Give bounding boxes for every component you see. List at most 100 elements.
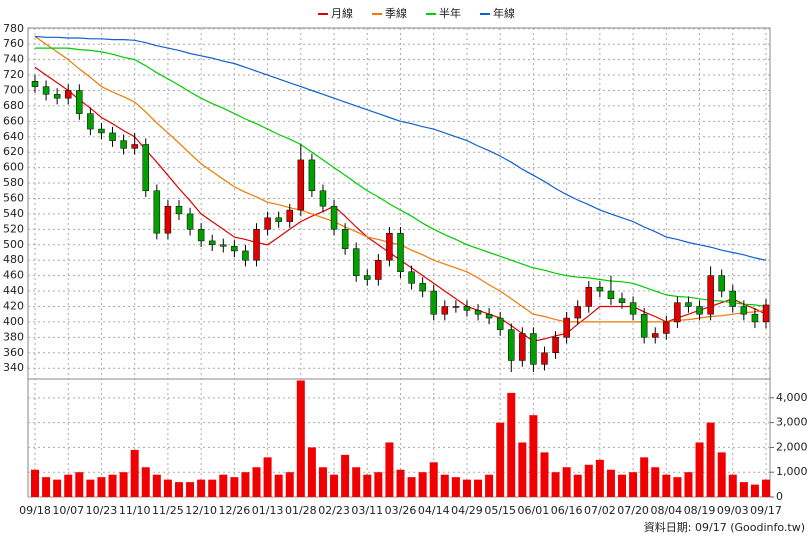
candle-body (607, 290, 615, 300)
volume-bar (706, 422, 715, 497)
candle-body (231, 246, 238, 252)
candle-body (452, 306, 460, 308)
candle-body (330, 205, 338, 230)
legend-label: 半年 (439, 6, 461, 20)
volume-bar (507, 392, 516, 497)
volume-bar (318, 467, 327, 497)
volume-bar (396, 469, 405, 497)
candle-body (651, 333, 659, 338)
candle-body (164, 205, 172, 234)
candle-body (729, 290, 737, 307)
y-tick-label: 380 (3, 330, 24, 343)
candle-body (762, 304, 770, 323)
volume-bar (540, 452, 549, 497)
candle-body (264, 217, 271, 230)
x-tick-label: 10/23 (86, 504, 118, 517)
y-tick-label: 400 (3, 315, 24, 328)
candle-body (76, 90, 83, 114)
volume-bar (230, 477, 239, 497)
volume-bar (274, 474, 283, 497)
x-tick-label: 09/18 (19, 504, 51, 517)
volume-bar (618, 474, 627, 497)
x-tick-label: 09/03 (717, 504, 749, 517)
y-tick-label: 760 (3, 37, 24, 50)
candle-body (197, 229, 205, 242)
volume-bar (440, 474, 449, 497)
candle-body (142, 144, 150, 192)
candle-body (718, 275, 725, 292)
candle-body (519, 333, 526, 361)
volume-bar (462, 479, 471, 497)
volume-bar (640, 457, 649, 497)
volume-bar (374, 472, 383, 497)
candle-body (364, 275, 371, 280)
volume-bar (496, 422, 505, 497)
y-tick-label: 440 (3, 284, 24, 297)
volume-bar (595, 459, 604, 497)
y-tick-label: 600 (3, 161, 24, 174)
volume-bar (584, 464, 593, 497)
candle-body (341, 229, 349, 249)
x-tick-label: 07/20 (617, 504, 649, 517)
candle-body (31, 80, 39, 87)
ma-line (34, 35, 767, 261)
volume-bar (551, 472, 560, 497)
volume-bar (186, 482, 195, 497)
volume-bar (141, 467, 150, 497)
volume-bar (451, 477, 460, 497)
volume-bar (330, 474, 339, 497)
volume-bar (606, 469, 615, 497)
volume-bar (562, 467, 571, 497)
footer: 資料日期: 09/17 (Goodinfo.tw) (644, 520, 805, 534)
candle-body (253, 229, 260, 261)
volume-bar (341, 454, 350, 497)
volume-bar (485, 474, 494, 497)
volume-bar (252, 467, 261, 497)
y2-tick-label: 2,000 (776, 440, 808, 453)
candle-body (297, 159, 305, 211)
volume-bar (352, 467, 361, 497)
candle-body (496, 317, 504, 330)
volume-bar (750, 484, 759, 497)
y-tick-label: 660 (3, 114, 24, 127)
y-tick-label: 720 (3, 68, 24, 81)
volume-bar (474, 479, 483, 497)
volume-bar (717, 452, 726, 497)
volume-bar (429, 462, 438, 497)
y-tick-label: 560 (3, 191, 24, 204)
volume-bar (307, 447, 316, 497)
volume-bar (197, 479, 206, 497)
x-tick-label: 08/19 (684, 504, 716, 517)
volume-bar (75, 472, 84, 497)
volume-bar (208, 479, 217, 497)
candle-body (386, 232, 393, 261)
x-tick-label: 01/13 (252, 504, 284, 517)
y-tick-label: 740 (3, 53, 24, 66)
candle-body (42, 86, 50, 95)
candle-body (596, 286, 604, 292)
candle-body (707, 275, 714, 315)
candle-body (175, 205, 183, 215)
candle-body (98, 128, 105, 134)
candle-body (109, 132, 116, 141)
volume-bar (130, 449, 139, 497)
x-tick-label: 03/26 (385, 504, 417, 517)
volume-bar (673, 477, 682, 497)
volume-bar (762, 479, 770, 497)
candle-body (375, 259, 382, 280)
candle-body (563, 317, 570, 338)
candle-body (751, 313, 759, 323)
candle-body (441, 306, 449, 315)
candle-body (275, 217, 282, 222)
volume-bar (695, 442, 704, 497)
y2-tick-label: 1,000 (776, 465, 808, 478)
x-tick-label: 10/07 (52, 504, 84, 517)
x-tick-label: 09/17 (750, 504, 782, 517)
x-tick-label: 12/26 (219, 504, 251, 517)
volume-bar (119, 472, 128, 497)
ma-line (35, 47, 767, 308)
volume-bar (407, 477, 416, 497)
y-tick-label: 340 (3, 361, 24, 374)
